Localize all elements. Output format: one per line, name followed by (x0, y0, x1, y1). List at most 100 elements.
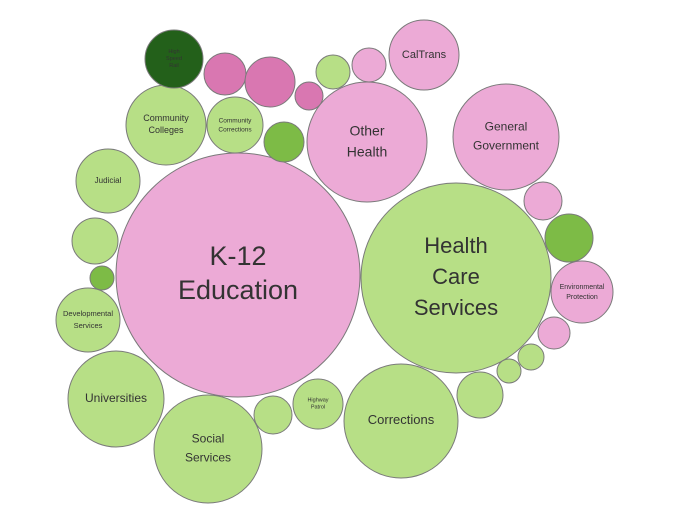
bubble-circle (144, 29, 204, 89)
bubble-26 (537, 316, 571, 350)
bubble-circle (544, 213, 594, 263)
general-government-bubble: General Government (452, 83, 560, 191)
community-corrections-bubble: Community Corrections (206, 96, 264, 154)
bubble-16 (203, 52, 247, 96)
k-12-education-bubble: K-12 Education (115, 152, 361, 398)
bubble-circle (67, 350, 165, 448)
bubble-24 (523, 181, 563, 221)
bubble-20 (351, 47, 387, 83)
developmental-services-bubble: Developmental Services (55, 287, 121, 353)
other-health-bubble: Other Health (306, 81, 428, 203)
bubble-label-line: Protection (566, 294, 598, 301)
bubble-label-line: Corrections (218, 126, 252, 133)
health-care-services-bubble: Health Care Services (360, 182, 552, 374)
bubble-circle (523, 181, 563, 221)
bubble-label-line: Speed (166, 56, 182, 62)
caltrans-bubble: CalTrans (388, 19, 460, 91)
bubble-circle (343, 363, 459, 479)
bubble-circle (292, 378, 344, 430)
bubble-circle (537, 316, 571, 350)
bubble-28 (496, 358, 522, 384)
bubble-label: CalTrans (402, 49, 447, 61)
bubble-circle (253, 395, 293, 435)
bubble-circle (71, 217, 119, 265)
bubble-label-line: Other (349, 122, 384, 138)
bubble-label-line: Colleges (148, 125, 184, 135)
bubble-circle (315, 54, 351, 90)
bubble-label: K-12 Education (178, 241, 298, 305)
bubble-circle (294, 81, 324, 111)
universities-bubble: Universities (67, 350, 165, 448)
bubble-label-line: Care (432, 264, 480, 289)
bubble-label-line: Services (74, 321, 103, 330)
bubble-label-line: Environmental (560, 284, 605, 291)
bubble-circle (388, 19, 460, 91)
bubble-label: Highway Patrol (307, 398, 328, 411)
corrections-bubble: Corrections (343, 363, 459, 479)
bubble-circle (263, 121, 305, 163)
bubble-label-line: Patrol (311, 405, 325, 411)
bubble-17 (244, 56, 296, 108)
bubble-label-line: High (168, 49, 179, 55)
bubble-label: Community Corrections (218, 117, 252, 133)
bubble-label-line: Health (347, 143, 387, 159)
bubble-22 (71, 217, 119, 265)
bubble-circle (351, 47, 387, 83)
bubble-label-line: Developmental (63, 309, 113, 318)
bubble-27 (517, 343, 545, 371)
bubble-circle (55, 287, 121, 353)
bubble-label-line: Social (192, 432, 225, 446)
highway-patrol-bubble: Highway Patrol (292, 378, 344, 430)
bubble-label-line: Universities (85, 391, 147, 405)
bubble-label-line: Community (143, 113, 189, 123)
bubble-circle (517, 343, 545, 371)
bubble-label: Universities (85, 391, 147, 405)
bubble-circle (306, 81, 428, 203)
bubble-label: Other Health (347, 122, 387, 159)
bubble-23 (89, 265, 115, 291)
bubble-label-line: Highway (307, 398, 328, 404)
bubble-label-line: Government (473, 139, 540, 153)
bubble-circle (203, 52, 247, 96)
bubble-label: Corrections (368, 412, 435, 427)
social-services-bubble: Social Services (153, 394, 263, 504)
bubble-label: General Government (473, 120, 540, 153)
bubble-label-line: Health (424, 233, 488, 258)
bubble-29 (456, 371, 504, 419)
bubble-label: Judicial (95, 176, 122, 185)
bubble-30 (253, 395, 293, 435)
bubble-label-line: General (485, 120, 528, 134)
bubble-label-line: Community (219, 117, 253, 124)
bubble-circle (75, 148, 141, 214)
bubble-label: Social Services (185, 432, 231, 465)
judicial-bubble: Judicial (75, 148, 141, 214)
bubble-circle (452, 83, 560, 191)
bubble-label-line: Rail (169, 63, 178, 69)
environmental-protection-bubble: Environmental Protection (550, 260, 614, 324)
high-speed-rail-bubble: High Speed Rail (144, 29, 204, 89)
bubble-label: Environmental Protection (560, 284, 605, 301)
bubble-circle (244, 56, 296, 108)
bubble-label-line: Services (185, 451, 231, 465)
bubble-25 (544, 213, 594, 263)
bubble-circle (360, 182, 552, 374)
bubble-21 (263, 121, 305, 163)
bubble-circle (153, 394, 263, 504)
bubble-18 (294, 81, 324, 111)
bubble-circle (496, 358, 522, 384)
bubble-circle (456, 371, 504, 419)
bubble-label-line: K-12 (209, 241, 266, 271)
bubble-label: Developmental Services (63, 309, 113, 330)
bubble-circle (550, 260, 614, 324)
bubble-label-line: Judicial (95, 176, 122, 185)
bubble-label-line: Education (178, 275, 298, 305)
bubble-19 (315, 54, 351, 90)
bubble-label-line: Services (414, 295, 498, 320)
bubble-circle (89, 265, 115, 291)
bubble-label: High Speed Rail (166, 49, 182, 69)
bubble-circle (206, 96, 264, 154)
community-colleges-bubble: Community Colleges (125, 84, 207, 166)
bubble-label-line: Corrections (368, 412, 435, 427)
bubble-label: Health Care Services (414, 233, 498, 320)
